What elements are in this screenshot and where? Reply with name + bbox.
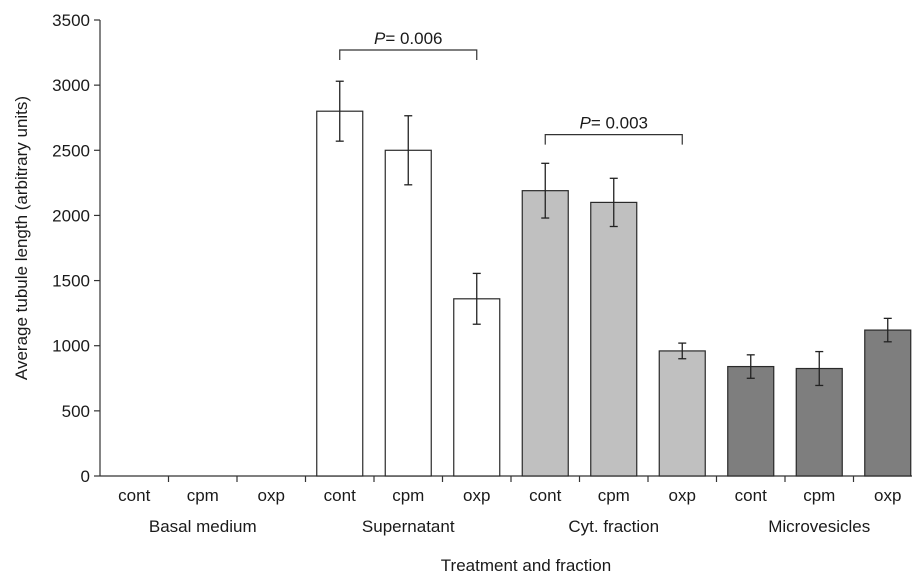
bars [316, 110, 912, 477]
x-category-label: cpm [187, 486, 219, 505]
x-group-label: Supernatant [362, 517, 455, 536]
significance-bracket [544, 134, 683, 145]
x-category-label: cont [529, 486, 561, 505]
bar [864, 329, 912, 477]
p-value-label: P= 0.003 [579, 114, 648, 133]
significance-annotations: P= 0.006 P= 0.003 [339, 29, 683, 145]
x-group-label: Basal medium [149, 517, 257, 536]
x-category-label: oxp [874, 486, 901, 505]
x-group-label: Microvesicles [768, 517, 870, 536]
x-category-label: oxp [258, 486, 285, 505]
bar [727, 365, 775, 477]
y-tick-label: 500 [62, 402, 90, 421]
bar [658, 350, 706, 477]
y-tick-label: 2000 [52, 206, 90, 225]
y-tick-label: 1500 [52, 272, 90, 291]
error-bars [335, 80, 892, 387]
y-axis: 0 500 1000 1500 2000 2500 3000 3500 [52, 11, 101, 486]
y-tick-label: 3000 [52, 76, 90, 95]
bar [590, 201, 638, 477]
x-category-label: cpm [803, 486, 835, 505]
y-tick-label: 1000 [52, 337, 90, 356]
bar [453, 298, 501, 477]
x-axis-title: Treatment and fraction [441, 556, 611, 575]
bar [384, 149, 432, 477]
bar [795, 367, 843, 477]
significance-bracket [339, 49, 478, 60]
y-tick-label: 2500 [52, 141, 90, 160]
p-value-label: P= 0.006 [374, 29, 443, 48]
x-category-label: oxp [669, 486, 696, 505]
y-tick-label: 3500 [52, 11, 90, 30]
x-category-label: cont [324, 486, 356, 505]
x-category-label: oxp [463, 486, 490, 505]
x-category-label: cont [735, 486, 767, 505]
bar [521, 190, 569, 477]
x-group-label: Cyt. fraction [568, 517, 659, 536]
y-tick-label: 0 [81, 467, 90, 486]
x-category-label: cont [118, 486, 150, 505]
x-category-label: cpm [598, 486, 630, 505]
x-category-label: cpm [392, 486, 424, 505]
y-axis-title: Average tubule length (arbitrary units) [12, 96, 31, 380]
bar [316, 110, 364, 477]
